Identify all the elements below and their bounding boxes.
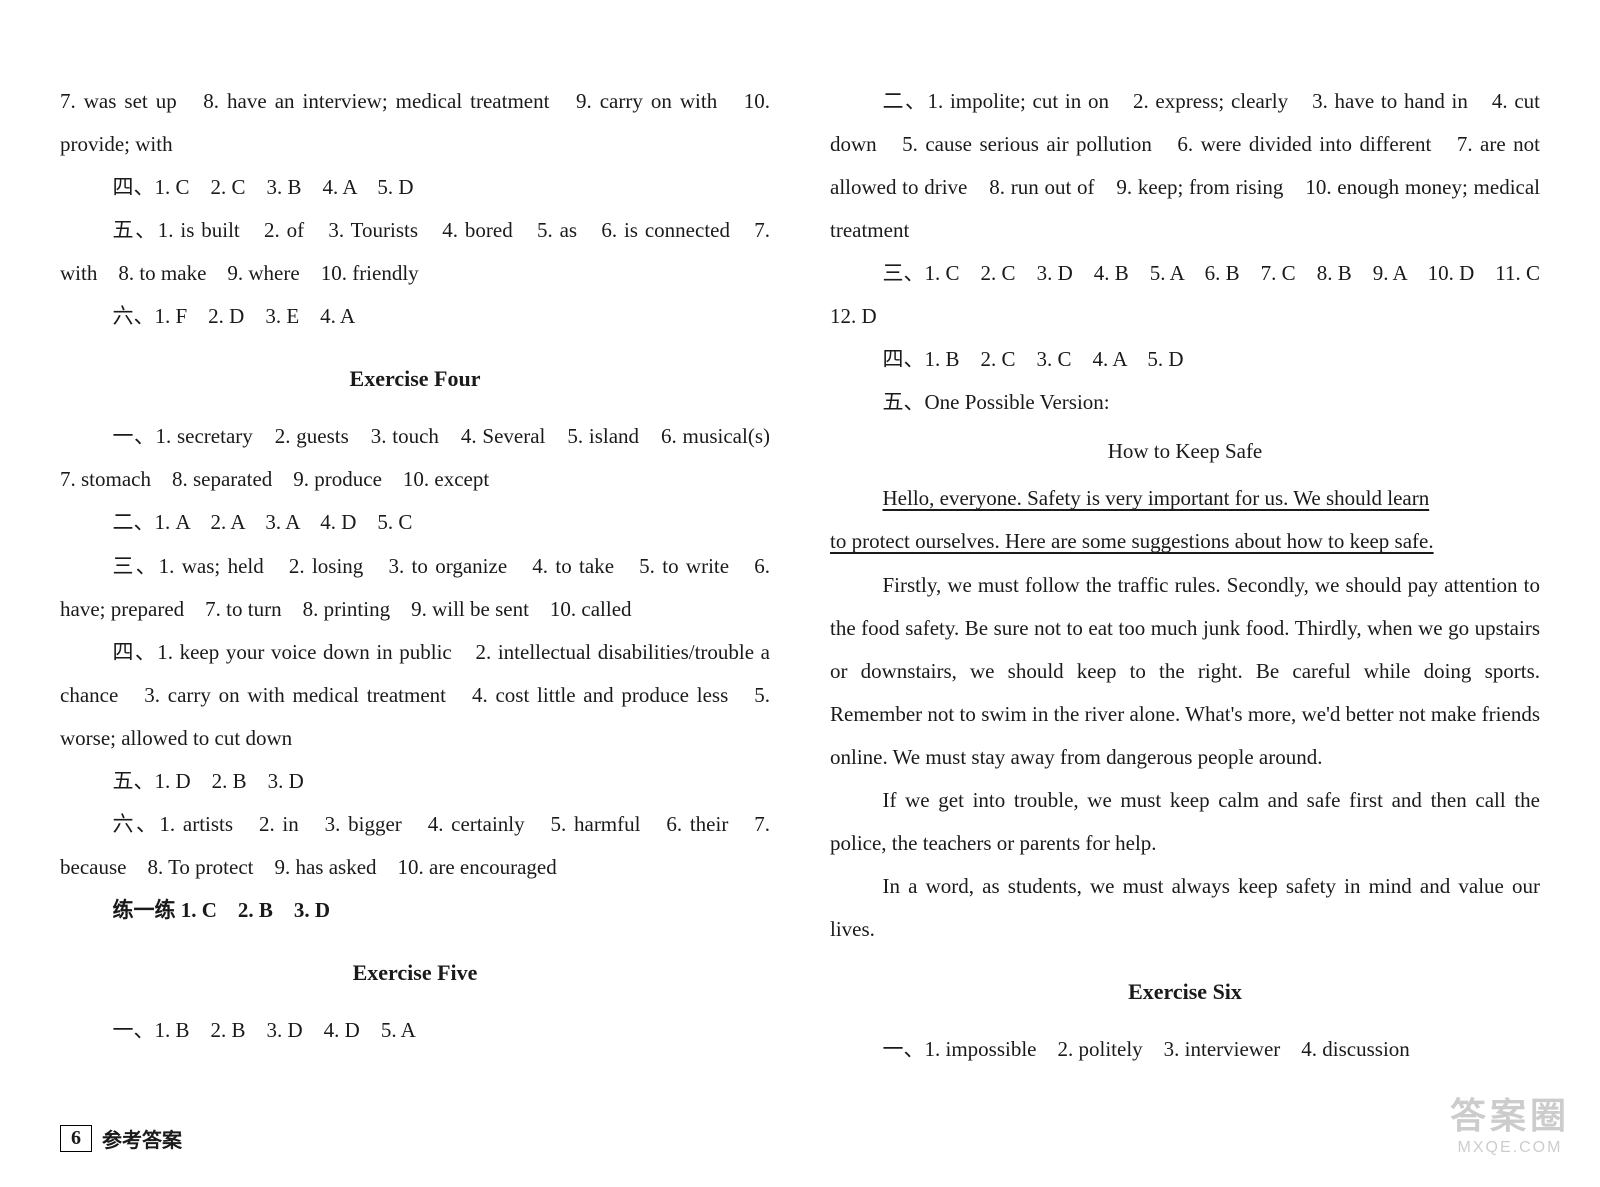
page-number: 6 [60,1125,92,1152]
left-p1: 7. was set up 8. have an interview; medi… [60,80,770,166]
essay-body-2: If we get into trouble, we must keep cal… [830,779,1540,865]
left-p6: 二、1. A 2. A 3. A 4. D 5. C [60,501,770,544]
watermark-line-1: 答案圈 [1450,1087,1570,1139]
left-p2: 四、1. C 2. C 3. B 4. A 5. D [60,166,770,209]
essay-intro-2: to protect ourselves. Here are some sugg… [830,520,1540,563]
page-footer: 6 参考答案 [60,1124,182,1153]
right-p3: 四、1. B 2. C 3. C 4. A 5. D [830,338,1540,381]
essay-body-3: In a word, as students, we must always k… [830,865,1540,951]
footer-label: 参考答案 [102,1124,182,1153]
essay-title: How to Keep Safe [830,430,1540,473]
left-p10: 六、1. artists 2. in 3. bigger 4. certainl… [60,803,770,889]
watermark: 答案圈 MXQE.COM [1450,1087,1570,1157]
left-p5: 一、1. secretary 2. guests 3. touch 4. Sev… [60,415,770,501]
right-p1: 二、1. impolite; cut in on 2. express; cle… [830,80,1540,252]
left-p7: 三、1. was; held 2. losing 3. to organize … [60,545,770,631]
left-column: 7. was set up 8. have an interview; medi… [60,80,770,1071]
right-column: 二、1. impolite; cut in on 2. express; cle… [830,80,1540,1071]
watermark-line-2: MXQE.COM [1450,1139,1570,1157]
left-p3: 五、1. is built 2. of 3. Tourists 4. bored… [60,209,770,295]
page: 7. was set up 8. have an interview; medi… [0,0,1600,1131]
right-p5: 一、1. impossible 2. politely 3. interview… [830,1028,1540,1071]
right-p2: 三、1. C 2. C 3. D 4. B 5. A 6. B 7. C 8. … [830,252,1540,338]
essay-underline-1: Hello, everyone. Safety is very importan… [883,486,1430,510]
left-p12: 一、1. B 2. B 3. D 4. D 5. A [60,1009,770,1052]
left-p8: 四、1. keep your voice down in public 2. i… [60,631,770,760]
left-p4: 六、1. F 2. D 3. E 4. A [60,295,770,338]
exercise-six-heading: Exercise Six [830,969,1540,1014]
essay-underline-2: to protect ourselves. Here are some sugg… [830,529,1434,553]
left-p11: 练一练 1. C 2. B 3. D [60,889,770,932]
exercise-five-heading: Exercise Five [60,950,770,995]
left-p9: 五、1. D 2. B 3. D [60,760,770,803]
exercise-four-heading: Exercise Four [60,356,770,401]
essay-body-1: Firstly, we must follow the traffic rule… [830,564,1540,779]
right-p4: 五、One Possible Version: [830,381,1540,424]
essay-intro: Hello, everyone. Safety is very importan… [830,477,1540,520]
